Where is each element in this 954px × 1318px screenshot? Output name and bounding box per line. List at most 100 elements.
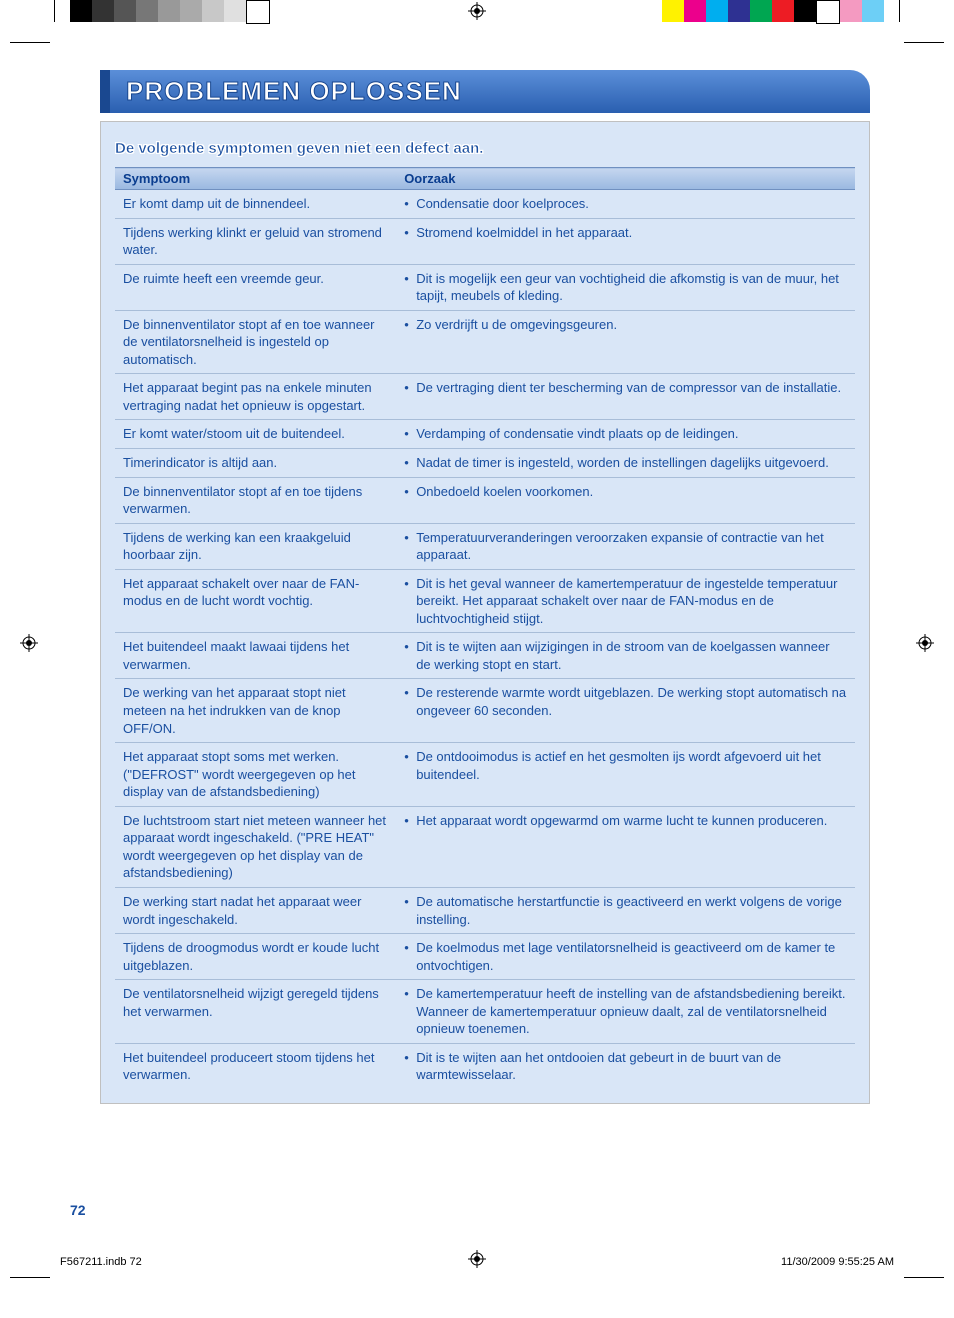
cause-cell: •Onbedoeld koelen voorkomen.: [396, 477, 855, 523]
cause-cell: •Het apparaat wordt opgewarmd om warme l…: [396, 806, 855, 887]
symptom-cell: Er komt water/stoom uit de buitendeel.: [115, 420, 396, 449]
color-swatch: [816, 0, 840, 24]
cause-cell: •Stromend koelmiddel in het apparaat.: [396, 218, 855, 264]
cause-cell: •De ontdooimodus is actief en het gesmol…: [396, 743, 855, 807]
table-row: Er komt damp uit de binnendeel.•Condensa…: [115, 190, 855, 219]
bullet-icon: •: [404, 812, 416, 830]
color-swatch: [862, 0, 884, 22]
color-swatch: [114, 0, 136, 22]
crop-mark: [10, 42, 50, 43]
cause-text: De ontdooimodus is actief en het gesmolt…: [416, 748, 847, 783]
registration-mark-icon: [916, 634, 934, 652]
color-swatch: [662, 0, 684, 22]
bullet-icon: •: [404, 529, 416, 564]
cause-cell: •De vertraging dient ter bescherming van…: [396, 374, 855, 420]
color-swatch: [684, 0, 706, 22]
table-row: Het apparaat schakelt over naar de FAN-m…: [115, 569, 855, 633]
bullet-icon: •: [404, 684, 416, 719]
table-body: Er komt damp uit de binnendeel.•Condensa…: [115, 190, 855, 1089]
bullet-icon: •: [404, 270, 416, 305]
table-row: Timerindicator is altijd aan.•Nadat de t…: [115, 449, 855, 478]
cause-text: Onbedoeld koelen voorkomen.: [416, 483, 847, 501]
color-swatch: [202, 0, 224, 22]
cause-cell: •Dit is te wijten aan wijzigingen in de …: [396, 633, 855, 679]
cause-text: De resterende warmte wordt uitgeblazen. …: [416, 684, 847, 719]
cause-text: Stromend koelmiddel in het apparaat.: [416, 224, 847, 242]
table-row: De binnenventilator stopt af en toe wann…: [115, 310, 855, 374]
cause-text: De kamertemperatuur heeft de instelling …: [416, 985, 847, 1038]
color-swatch: [794, 0, 816, 22]
footer-filename: F567211.indb 72: [60, 1256, 142, 1268]
bullet-icon: •: [404, 939, 416, 974]
cause-text: Dit is het geval wanneer de kamertempera…: [416, 575, 847, 628]
crop-mark: [10, 1277, 50, 1278]
crop-mark: [904, 42, 944, 43]
symptom-cell: Tijdens de werking kan een kraakgeluid h…: [115, 523, 396, 569]
symptom-cell: De luchtstroom start niet meteen wanneer…: [115, 806, 396, 887]
bullet-icon: •: [404, 575, 416, 628]
registration-mark-icon: [468, 2, 486, 20]
table-row: Het apparaat stopt soms met werken. ("DE…: [115, 743, 855, 807]
table-row: Het apparaat begint pas na enkele minute…: [115, 374, 855, 420]
symptom-cell: Tijdens werking klinkt er geluid van str…: [115, 218, 396, 264]
cause-cell: •Nadat de timer is ingesteld, worden de …: [396, 449, 855, 478]
crop-mark: [54, 0, 55, 22]
bullet-icon: •: [404, 379, 416, 397]
cause-cell: •Verdamping of condensatie vindt plaats …: [396, 420, 855, 449]
bullet-icon: •: [404, 748, 416, 783]
footer-datetime: 11/30/2009 9:55:25 AM: [781, 1256, 894, 1268]
cause-text: Het apparaat wordt opgewarmd om warme lu…: [416, 812, 847, 830]
symptom-cell: De werking van het apparaat stopt niet m…: [115, 679, 396, 743]
table-row: De luchtstroom start niet meteen wanneer…: [115, 806, 855, 887]
symptom-cell: Het apparaat schakelt over naar de FAN-m…: [115, 569, 396, 633]
page-number: 72: [70, 1202, 86, 1218]
color-swatch: [180, 0, 202, 22]
symptom-cell: Er komt damp uit de binnendeel.: [115, 190, 396, 219]
column-header-symptom: Symptoom: [115, 168, 396, 190]
symptom-cell: Het apparaat begint pas na enkele minute…: [115, 374, 396, 420]
table-row: Het buitendeel maakt lawaai tijdens het …: [115, 633, 855, 679]
column-header-cause: Oorzaak: [396, 168, 855, 190]
cause-cell: •Dit is te wijten aan het ontdooien dat …: [396, 1043, 855, 1089]
cause-text: Zo verdrijft u de omgevingsgeuren.: [416, 316, 847, 334]
cause-text: De automatische herstartfunctie is geact…: [416, 893, 847, 928]
bullet-icon: •: [404, 195, 416, 213]
table-row: De binnenventilator stopt af en toe tijd…: [115, 477, 855, 523]
table-row: De ruimte heeft een vreemde geur.•Dit is…: [115, 264, 855, 310]
symptom-cell: Timerindicator is altijd aan.: [115, 449, 396, 478]
crop-mark: [899, 0, 900, 22]
symptom-cell: De ruimte heeft een vreemde geur.: [115, 264, 396, 310]
cause-text: Nadat de timer is ingesteld, worden de i…: [416, 454, 847, 472]
color-swatch: [728, 0, 750, 22]
bullet-icon: •: [404, 316, 416, 334]
cause-cell: •De resterende warmte wordt uitgeblazen.…: [396, 679, 855, 743]
color-swatch: [70, 0, 92, 22]
table-row: Er komt water/stoom uit de buitendeel.•V…: [115, 420, 855, 449]
cause-text: Dit is te wijten aan het ontdooien dat g…: [416, 1049, 847, 1084]
table-row: Tijdens de werking kan een kraakgeluid h…: [115, 523, 855, 569]
registration-mark-icon: [468, 1250, 486, 1268]
cause-cell: •De kamertemperatuur heeft de instelling…: [396, 980, 855, 1044]
cause-text: Dit is te wijten aan wijzigingen in de s…: [416, 638, 847, 673]
color-swatch: [706, 0, 728, 22]
troubleshooting-table: Symptoom Oorzaak Er komt damp uit de bin…: [115, 167, 855, 1089]
cause-text: Dit is mogelijk een geur van vochtigheid…: [416, 270, 847, 305]
section-title: PROBLEMEN OPLOSSEN: [126, 76, 854, 107]
cause-cell: •Dit is mogelijk een geur van vochtighei…: [396, 264, 855, 310]
symptom-cell: Het buitendeel maakt lawaai tijdens het …: [115, 633, 396, 679]
crop-mark: [904, 1277, 944, 1278]
bullet-icon: •: [404, 893, 416, 928]
color-swatch: [158, 0, 180, 22]
bullet-icon: •: [404, 638, 416, 673]
bullet-icon: •: [404, 224, 416, 242]
symptom-cell: De ventilatorsnelheid wijzigt geregeld t…: [115, 980, 396, 1044]
symptom-cell: De binnenventilator stopt af en toe wann…: [115, 310, 396, 374]
table-row: De werking start nadat het apparaat weer…: [115, 887, 855, 933]
cause-text: De vertraging dient ter bescherming van …: [416, 379, 847, 397]
section-title-banner: PROBLEMEN OPLOSSEN: [100, 70, 870, 113]
registration-mark-icon: [20, 634, 38, 652]
color-swatch: [246, 0, 270, 24]
cause-text: De koelmodus met lage ventilatorsnelheid…: [416, 939, 847, 974]
symptom-cell: Het buitendeel produceert stoom tijdens …: [115, 1043, 396, 1089]
bullet-icon: •: [404, 425, 416, 443]
